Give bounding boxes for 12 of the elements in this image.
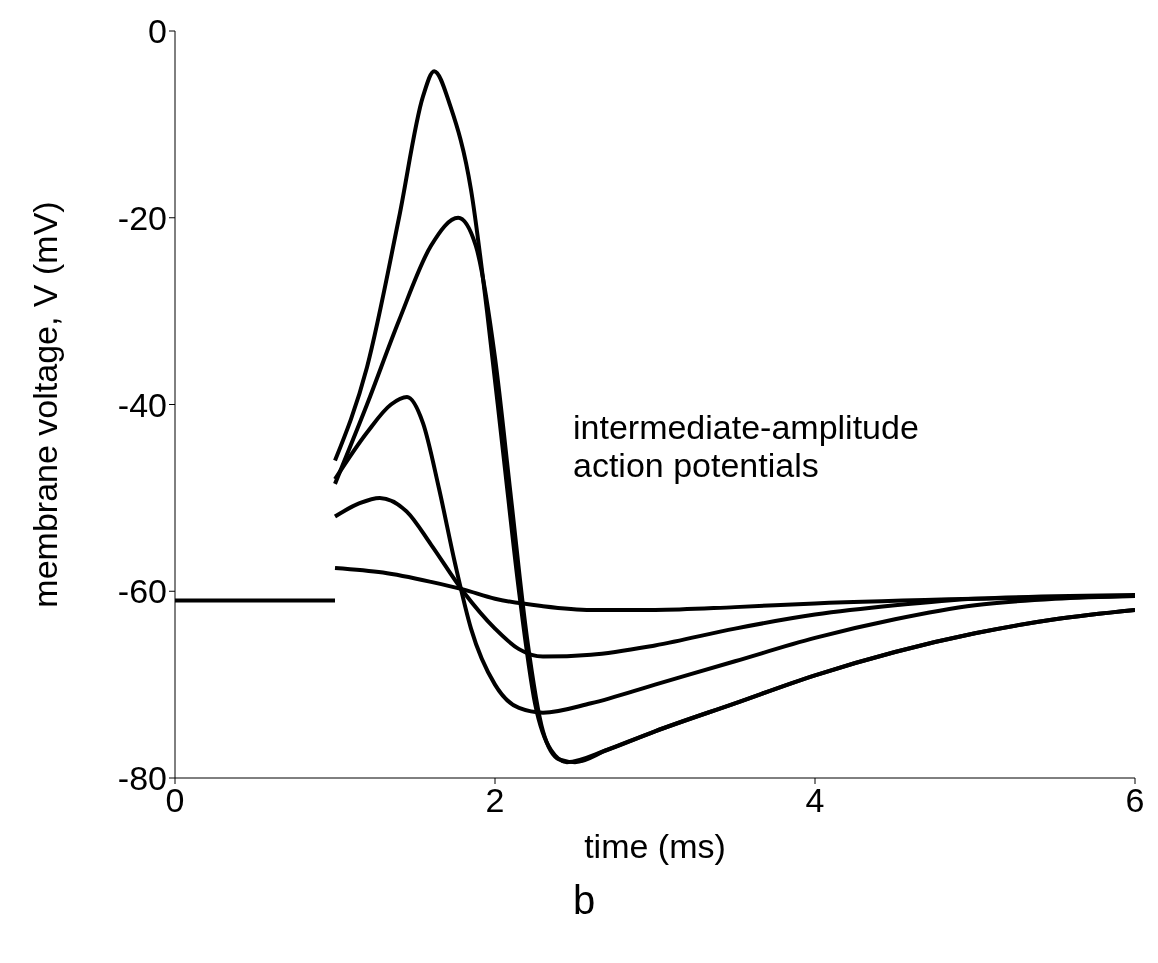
y-axis-title: membrane voltage, V (mV) bbox=[26, 201, 65, 608]
text: b bbox=[573, 878, 596, 923]
y-tick-label: -20 bbox=[117, 198, 167, 237]
x-tick-label: 2 bbox=[485, 781, 505, 820]
y-tick-label: -80 bbox=[117, 759, 167, 798]
x-tick-label: 4 bbox=[805, 781, 825, 820]
y-tick-label: -40 bbox=[117, 385, 167, 424]
y-tick-label: -60 bbox=[117, 572, 167, 611]
annotation: intermediate-amplitude action potentials bbox=[573, 408, 920, 484]
x-tick-label: 6 bbox=[1125, 781, 1145, 820]
x-axis-title: time (ms) bbox=[584, 827, 726, 865]
y-tick-label: 0 bbox=[148, 12, 167, 51]
